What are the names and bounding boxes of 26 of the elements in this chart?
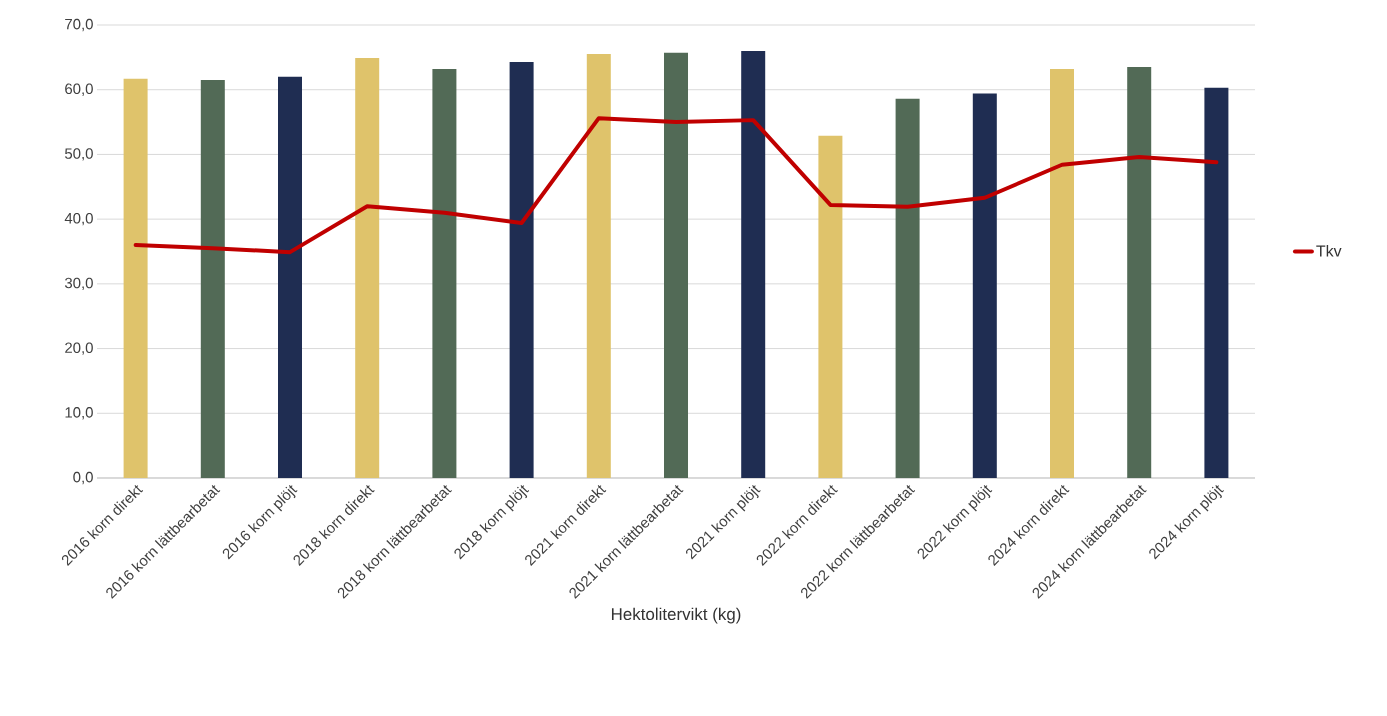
bar	[123, 78, 148, 478]
y-tick-label: 50,0	[64, 148, 93, 161]
bar	[818, 135, 843, 478]
bar	[895, 98, 920, 478]
y-tick-label: 40,0	[64, 212, 93, 226]
bar	[1204, 87, 1229, 478]
bar	[586, 54, 611, 478]
bar	[355, 58, 380, 478]
y-tick-label: 30,0	[64, 277, 93, 291]
bar	[741, 50, 766, 478]
legend-label: Tkv	[1316, 244, 1342, 257]
bar	[432, 69, 457, 478]
bar	[664, 52, 688, 478]
y-tick-label: 0,0	[73, 471, 93, 485]
y-tick-label: 70,0	[65, 18, 93, 32]
bar	[972, 93, 997, 478]
bar	[278, 76, 302, 478]
x-axis-title: Hektolitervikt (kg)	[611, 607, 741, 624]
bar	[200, 80, 225, 478]
y-tick-label: 20,0	[65, 342, 93, 355]
bar	[509, 61, 534, 478]
bar	[1050, 69, 1074, 478]
line-series	[133, 116, 1219, 255]
y-tick-label: 60,0	[65, 83, 93, 96]
y-tick-label: 10,0	[65, 407, 93, 420]
bar	[1127, 67, 1152, 478]
